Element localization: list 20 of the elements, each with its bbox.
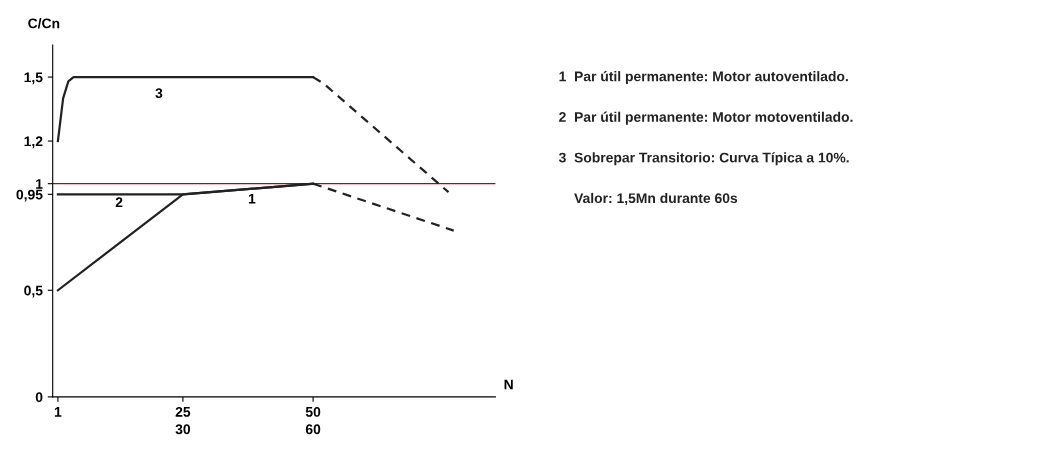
- y-tick-label: 0,95: [16, 189, 43, 202]
- y-tick-label: 1: [36, 179, 43, 189]
- annotation: 2: [115, 197, 123, 207]
- text: 2 Par útil permanente: Motor motoventilado.: [559, 111, 853, 125]
- text: Valor: 1,5Mn durante 60s: [574, 192, 738, 206]
- text: 1 Par útil permanente: Motor autoventilado.: [559, 70, 848, 85]
- annotation: 3: [155, 88, 163, 99]
- x-tick-label: 1: [54, 407, 62, 417]
- x2-tick-label: 60: [305, 424, 321, 435]
- y-tick-label: 1,5: [24, 72, 43, 85]
- x-tick-label: 50: [305, 406, 321, 417]
- y-tick-label: 0,5: [24, 285, 43, 298]
- x-tick-label: 25: [175, 406, 191, 417]
- y-axis-title: C/Cn: [28, 18, 60, 29]
- y-tick-label: 1,2: [24, 136, 43, 149]
- x-axis-title: N: [504, 379, 513, 390]
- y-tick-label: 0: [35, 392, 43, 403]
- annotation: 1: [248, 193, 256, 204]
- text: 3 Sobrepar Transitorio: Curva Típica a 10%.: [558, 152, 849, 166]
- x2-tick-label: 30: [175, 424, 191, 435]
